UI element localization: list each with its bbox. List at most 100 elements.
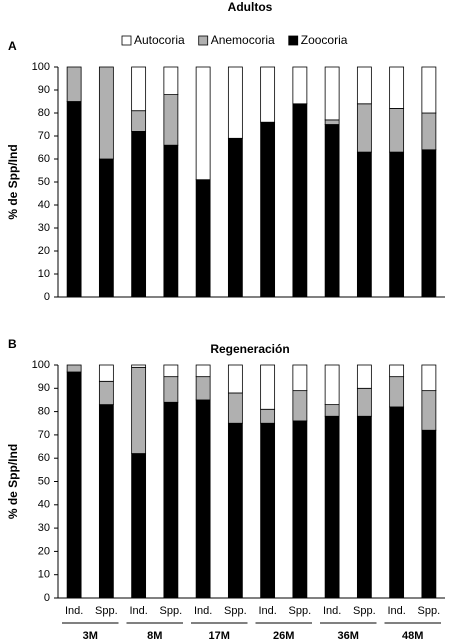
- bar-segment: [421, 149, 437, 298]
- bar-segment: [131, 366, 147, 454]
- x-tick-label: Spp.: [418, 605, 441, 617]
- group-label: 26M: [273, 630, 294, 642]
- y-tick-label: 50: [38, 475, 50, 487]
- x-tick-label: Spp.: [353, 605, 376, 617]
- y-tick-label: 20: [38, 245, 50, 257]
- bar-segment: [163, 401, 179, 599]
- bar-segment: [292, 364, 308, 392]
- x-tick-label: Ind.: [194, 605, 212, 617]
- bar-segment: [227, 137, 243, 298]
- y-tick-label: 50: [38, 176, 50, 188]
- x-tick-label: Ind.: [323, 605, 341, 617]
- legend-swatch: [121, 35, 132, 46]
- bar-segment: [389, 364, 405, 378]
- y-tick-label: 90: [38, 382, 50, 394]
- bar-segment: [389, 376, 405, 408]
- chart-title: Regeneración: [210, 342, 289, 356]
- bar-segment: [98, 404, 114, 599]
- bar-segment: [421, 429, 437, 599]
- bar-segment: [195, 66, 211, 181]
- y-tick-label: 70: [38, 130, 50, 142]
- group-label: 8M: [147, 630, 162, 642]
- bar-segment: [356, 151, 372, 298]
- y-tick-label: 80: [38, 406, 50, 418]
- y-axis-label: % de Spp/Ind: [6, 144, 20, 219]
- bar-segment: [131, 453, 147, 599]
- bar-segment: [421, 390, 437, 431]
- bar-segment: [324, 119, 340, 125]
- bar-segment: [66, 66, 82, 102]
- bar-segment: [389, 151, 405, 298]
- bar-segment: [356, 415, 372, 599]
- legend-label: Anemocoria: [211, 33, 275, 47]
- bar-segment: [356, 103, 372, 153]
- bar-segment: [324, 124, 340, 298]
- bar-segment: [66, 364, 82, 373]
- bar-segment: [260, 364, 276, 410]
- y-tick-label: 0: [44, 592, 50, 604]
- bar-segment: [227, 392, 243, 424]
- group-label: 17M: [209, 630, 230, 642]
- bar-segment: [324, 364, 340, 406]
- bar-segment: [98, 364, 114, 382]
- bar-segment: [356, 364, 372, 389]
- panel-label: B: [8, 337, 17, 351]
- bar-segment: [163, 364, 179, 378]
- legend-swatch: [288, 35, 299, 46]
- y-tick-label: 30: [38, 522, 50, 534]
- bar-segment: [131, 110, 147, 132]
- y-tick-label: 80: [38, 107, 50, 119]
- y-tick-label: 70: [38, 429, 50, 441]
- group-label: 3M: [83, 630, 98, 642]
- bar-segment: [98, 66, 114, 160]
- y-tick-label: 60: [38, 153, 50, 165]
- bar-segment: [260, 66, 276, 123]
- group-label: 48M: [402, 630, 423, 642]
- y-tick-label: 0: [44, 291, 50, 303]
- bar-segment: [324, 66, 340, 121]
- chart-title: Adultos: [228, 0, 273, 14]
- bar-segment: [421, 112, 437, 151]
- x-tick-label: Ind.: [65, 605, 83, 617]
- bar-segment: [195, 399, 211, 599]
- bar-segment: [260, 408, 276, 424]
- y-tick-label: 20: [38, 545, 50, 557]
- bar-segment: [324, 415, 340, 599]
- y-tick-label: 40: [38, 199, 50, 211]
- bar-segment: [292, 420, 308, 599]
- bar-segment: [324, 404, 340, 417]
- x-tick-label: Ind.: [129, 605, 147, 617]
- bar-segment: [227, 364, 243, 394]
- bar-segment: [98, 158, 114, 298]
- y-tick-label: 100: [32, 61, 50, 73]
- bar-segment: [98, 380, 114, 406]
- bar-segment: [195, 364, 211, 378]
- bar-segment: [163, 66, 179, 96]
- y-axis-label: % de Spp/Ind: [6, 444, 20, 519]
- bar-segment: [356, 66, 372, 105]
- bar-segment: [131, 130, 147, 298]
- y-tick-label: 10: [38, 569, 50, 581]
- legend-label: Zoocoria: [301, 33, 348, 47]
- bar-segment: [260, 422, 276, 599]
- bar-segment: [421, 66, 437, 114]
- bar-segment: [163, 94, 179, 146]
- y-tick-label: 40: [38, 499, 50, 511]
- x-tick-label: Spp.: [289, 605, 312, 617]
- y-tick-label: 10: [38, 268, 50, 280]
- bar-segment: [292, 103, 308, 298]
- bar-segment: [163, 144, 179, 298]
- y-tick-label: 30: [38, 222, 50, 234]
- group-label: 36M: [338, 630, 359, 642]
- bar-segment: [227, 422, 243, 599]
- y-tick-label: 100: [32, 359, 50, 371]
- bar-segment: [389, 66, 405, 109]
- panel-label: A: [8, 39, 17, 53]
- bar-segment: [356, 387, 372, 417]
- bar-segment: [131, 66, 147, 112]
- bar-segment: [292, 66, 308, 105]
- bar-segment: [66, 101, 82, 298]
- y-tick-label: 60: [38, 452, 50, 464]
- legend-label: Autocoria: [134, 33, 185, 47]
